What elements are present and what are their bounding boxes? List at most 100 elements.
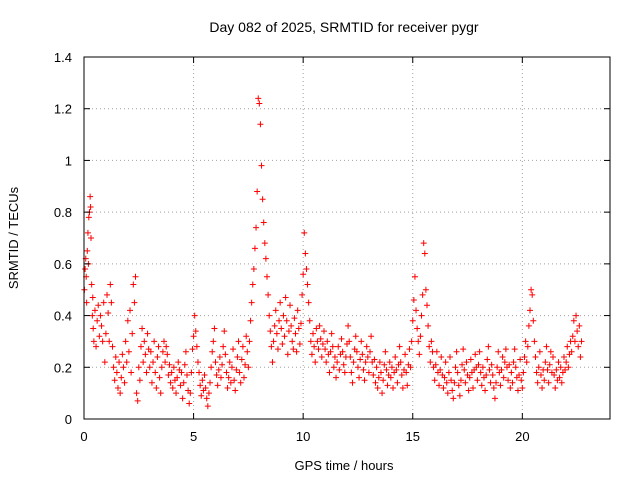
data-point (388, 364, 395, 371)
data-point (94, 317, 101, 324)
data-point (445, 369, 452, 376)
data-point (476, 348, 483, 355)
data-point (383, 366, 390, 373)
data-point (320, 328, 327, 335)
data-point (152, 369, 159, 376)
data-point (426, 343, 433, 350)
data-point (287, 302, 294, 309)
data-point (264, 273, 271, 280)
data-point (181, 361, 188, 368)
data-point (565, 364, 572, 371)
data-point (199, 377, 206, 384)
data-point (399, 384, 406, 391)
data-point (259, 196, 266, 203)
data-point (462, 379, 469, 386)
data-point (208, 364, 215, 371)
data-point (302, 250, 309, 257)
data-point (542, 359, 549, 366)
data-point (379, 390, 386, 397)
data-point (353, 348, 360, 355)
data-point (408, 338, 415, 345)
data-point (346, 338, 353, 345)
data-point (376, 359, 383, 366)
data-point (514, 387, 521, 394)
data-point (233, 366, 240, 373)
data-point (537, 372, 544, 379)
data-point (107, 281, 114, 288)
data-point (291, 315, 298, 322)
data-point (406, 346, 413, 353)
data-point (564, 343, 571, 350)
data-point (460, 346, 467, 353)
data-point (163, 343, 170, 350)
x-axis-label: GPS time / hours (295, 458, 394, 473)
data-point (423, 302, 430, 309)
data-point (404, 382, 411, 389)
y-axis-label: SRMTID / TECUs (6, 186, 21, 289)
data-point (522, 338, 529, 345)
data-point (279, 341, 286, 348)
data-point (140, 359, 147, 366)
data-point (370, 372, 377, 379)
data-point (438, 353, 445, 360)
data-point (475, 361, 482, 368)
data-point (550, 353, 557, 360)
data-point (257, 121, 264, 128)
data-point (327, 348, 334, 355)
data-point (104, 291, 111, 298)
data-point (535, 364, 542, 371)
data-point (240, 374, 247, 381)
data-point (413, 307, 420, 314)
data-point (190, 333, 197, 340)
grid-lines (84, 57, 610, 419)
data-point (516, 372, 523, 379)
data-point (132, 273, 139, 280)
data-point (454, 369, 461, 376)
data-point (569, 333, 576, 340)
data-point (91, 307, 98, 314)
data-point (248, 299, 255, 306)
data-point (531, 338, 538, 345)
data-point (577, 353, 584, 360)
data-point (350, 359, 357, 366)
data-point (215, 366, 222, 373)
data-point (111, 377, 118, 384)
data-point (90, 325, 97, 332)
data-point (502, 346, 509, 353)
data-point (440, 384, 447, 391)
data-point (533, 369, 540, 376)
data-point (84, 229, 91, 236)
data-point (120, 364, 127, 371)
data-point (204, 403, 211, 410)
data-point (221, 328, 228, 335)
data-point (532, 353, 539, 360)
data-point (494, 364, 501, 371)
data-point (349, 379, 356, 386)
data-point (231, 377, 238, 384)
data-point (534, 379, 541, 386)
data-point (118, 374, 125, 381)
data-point (222, 351, 229, 358)
data-point (100, 299, 107, 306)
data-point (428, 338, 435, 345)
data-point (427, 359, 434, 366)
data-point (156, 374, 163, 381)
data-point (501, 359, 508, 366)
data-point (228, 364, 235, 371)
data-point (381, 361, 388, 368)
data-point (394, 379, 401, 386)
data-point (122, 338, 129, 345)
data-point (357, 356, 364, 363)
data-point (143, 369, 150, 376)
data-point (331, 353, 338, 360)
data-point (216, 353, 223, 360)
data-point (300, 271, 307, 278)
x-tick-label: 0 (80, 429, 87, 444)
data-point (133, 390, 140, 397)
data-point (484, 356, 491, 363)
data-point (489, 372, 496, 379)
data-point (477, 369, 484, 376)
data-point (442, 359, 449, 366)
data-point (308, 351, 315, 358)
data-point (88, 281, 95, 288)
